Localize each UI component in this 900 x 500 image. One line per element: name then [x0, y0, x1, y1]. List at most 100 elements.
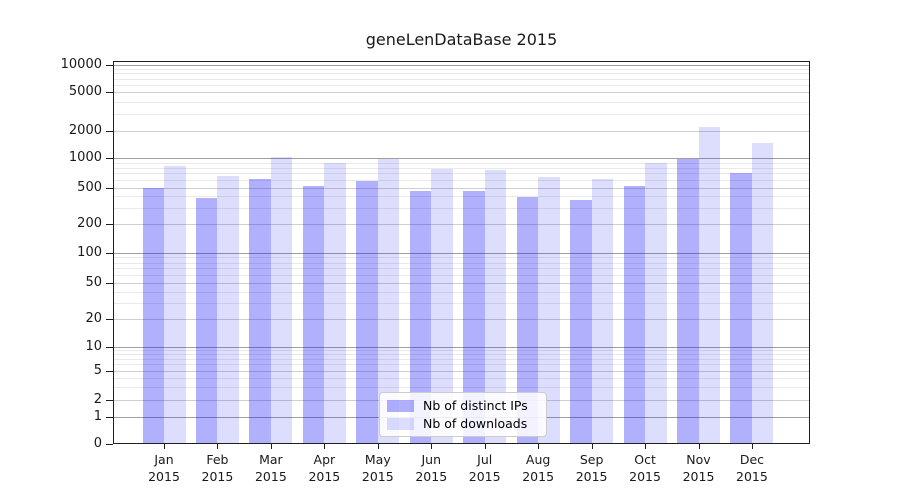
- legend-item-downloads: Nb of downloads: [387, 416, 538, 431]
- chart-title: geneLenDataBase 2015: [365, 30, 558, 49]
- legend-label-downloads: Nb of downloads: [423, 416, 528, 431]
- gridline-minor: [113, 257, 810, 259]
- bar-downloads-sep: [591, 178, 614, 444]
- x-tick-label-mar: Mar 2015: [254, 452, 287, 484]
- y-tick-label: 10000: [60, 56, 102, 72]
- bar-distinct-ips-may: [356, 180, 378, 444]
- y-tick-label: 200: [77, 215, 102, 231]
- gridline-major: [113, 319, 810, 320]
- bar-downloads-may: [377, 159, 400, 444]
- bar-distinct-ips-jun: [409, 190, 432, 444]
- gridline-minor: [113, 113, 810, 115]
- y-tick-label: 2: [93, 391, 102, 407]
- y-tick-label: 1: [93, 408, 102, 424]
- y-tick-label: 2000: [68, 123, 102, 138]
- bar-distinct-ips-oct: [623, 186, 646, 444]
- legend-item-distinct-ips: Nb of distinct IPs: [387, 398, 538, 413]
- y-tick-mark: [106, 319, 113, 320]
- gridline-minor: [113, 377, 810, 379]
- x-tick-mark: [484, 444, 486, 449]
- gridline-minor: [113, 196, 810, 198]
- x-tick-mark: [538, 444, 540, 449]
- gridline-minor: [113, 386, 810, 388]
- y-tick-mark: [106, 444, 113, 445]
- legend-label-distinct-ips: Nb of distinct IPs: [423, 398, 528, 413]
- y-tick-label: 5000: [68, 84, 102, 100]
- bar-distinct-ips-jan: [142, 188, 164, 444]
- gridline-minor: [113, 354, 810, 356]
- gridline-major: [113, 64, 810, 66]
- x-tick-label-feb: Feb 2015: [201, 452, 234, 484]
- bar-downloads-aug: [538, 176, 560, 444]
- x-tick-mark: [698, 444, 700, 449]
- bar-distinct-ips-apr: [302, 186, 325, 444]
- gridline-major: [113, 283, 810, 284]
- gridline-minor: [113, 291, 810, 293]
- y-tick-label: 20: [85, 311, 102, 326]
- bar-distinct-ips-mar: [249, 178, 271, 444]
- gridline-minor: [113, 179, 810, 181]
- distinct-ips-swatch-icon: [387, 399, 414, 412]
- y-tick-label: 500: [77, 179, 102, 195]
- x-tick-label-sep: Sep 2015: [575, 452, 608, 484]
- y-tick-mark: [106, 283, 113, 284]
- bar-downloads-nov: [698, 126, 720, 444]
- gridline-major: [113, 252, 810, 254]
- gridline-minor: [113, 68, 810, 70]
- y-tick-label: 0: [93, 436, 102, 451]
- bar-downloads-jan: [164, 165, 186, 444]
- gridline-major: [113, 370, 810, 372]
- gridline-minor: [113, 303, 810, 305]
- y-tick-label: 100: [77, 244, 102, 260]
- x-tick-mark: [164, 444, 165, 449]
- x-tick-label-jan: Jan 2015: [148, 452, 180, 484]
- y-tick-mark: [106, 252, 113, 254]
- legend: Nb of distinct IPs Nb of downloads: [379, 392, 547, 437]
- gridline-minor: [113, 162, 810, 164]
- bar-distinct-ips-sep: [570, 199, 592, 444]
- gridline-major: [113, 131, 810, 132]
- bar-downloads-mar: [270, 156, 293, 444]
- gridline-minor: [113, 73, 810, 75]
- bar-distinct-ips-jul: [463, 191, 485, 444]
- x-tick-label-nov: Nov 2015: [682, 452, 715, 484]
- gridline-minor: [113, 268, 810, 270]
- bar-downloads-jul: [484, 169, 507, 444]
- bar-distinct-ips-nov: [677, 159, 699, 444]
- x-tick-label-aug: Aug 2015: [522, 452, 555, 484]
- x-tick-mark: [645, 444, 647, 449]
- bar-downloads-jun: [431, 168, 453, 444]
- y-tick-mark: [106, 92, 113, 94]
- bar-downloads-apr: [324, 163, 346, 444]
- plot-area: [113, 61, 810, 444]
- gridline-major: [113, 346, 810, 348]
- gridline-minor: [113, 167, 810, 169]
- gridline-minor: [113, 101, 810, 103]
- bar-distinct-ips-feb: [195, 198, 218, 444]
- y-tick-label: 10: [85, 338, 102, 354]
- y-tick-mark: [106, 131, 113, 132]
- downloads-swatch-icon: [387, 417, 414, 430]
- x-tick-label-apr: Apr 2015: [308, 452, 341, 484]
- gridline-minor: [113, 350, 810, 352]
- bar-downloads-feb: [217, 175, 239, 444]
- x-tick-mark: [270, 444, 272, 449]
- bar-distinct-ips-dec: [730, 173, 752, 444]
- y-tick-mark: [106, 346, 113, 348]
- x-tick-mark: [324, 444, 326, 449]
- gridline-major: [113, 223, 810, 225]
- y-tick-mark: [106, 223, 113, 225]
- gridline-major: [113, 92, 810, 94]
- y-tick-mark: [106, 158, 113, 160]
- x-tick-label-jun: Jun 2015: [415, 452, 448, 484]
- gridline-minor: [113, 275, 810, 277]
- y-tick-mark: [106, 416, 113, 418]
- x-tick-label-may: May 2015: [361, 452, 394, 484]
- y-tick-mark: [106, 399, 113, 401]
- gridline-minor: [113, 78, 810, 80]
- y-tick-label: 50: [85, 275, 102, 290]
- bar-downloads-dec: [751, 143, 774, 444]
- x-tick-mark: [591, 444, 593, 449]
- gridline-minor: [113, 262, 810, 264]
